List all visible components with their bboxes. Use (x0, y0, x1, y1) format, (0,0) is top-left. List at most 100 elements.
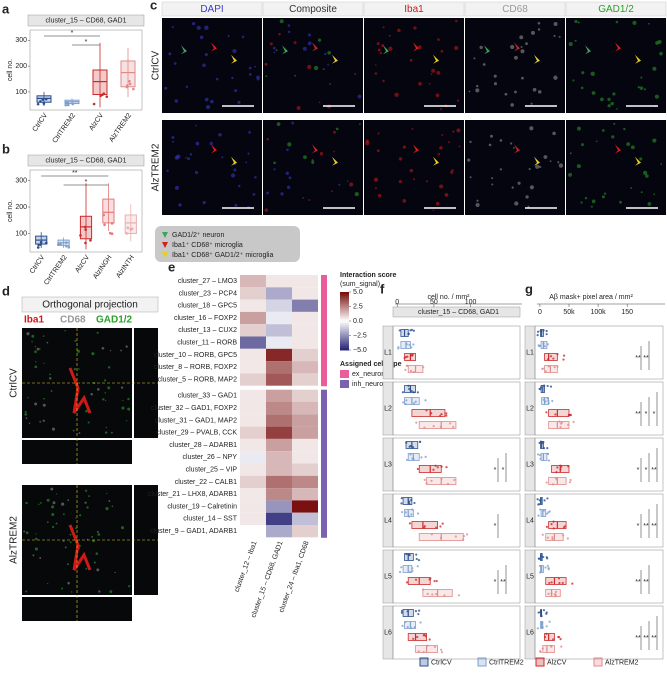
jitter-point (536, 330, 540, 333)
cell-signal (96, 568, 100, 572)
heat-cell (266, 287, 292, 300)
cell-signal (517, 181, 521, 185)
jitter-point (110, 232, 114, 235)
layer-label: L4 (384, 517, 392, 524)
jitter-point (405, 399, 408, 402)
heat-cell (266, 426, 292, 439)
heat-cell (240, 336, 266, 349)
x-tick-label: 100 (465, 299, 477, 306)
channel-header (363, 1, 465, 17)
cell-signal (210, 99, 214, 104)
colorbar-step (340, 324, 349, 328)
jitter-point (545, 329, 548, 333)
cell-signal (47, 521, 49, 523)
cell-signal (377, 132, 380, 135)
cell-type-strip (321, 414, 327, 428)
cell-signal (108, 500, 111, 502)
title-box (392, 306, 521, 318)
jitter-point (538, 345, 541, 348)
cell-signal (248, 130, 251, 134)
cell-signal (273, 51, 276, 54)
jitter-point (432, 468, 435, 471)
significance-label: * (85, 39, 88, 46)
cell-signal (514, 90, 517, 94)
row-label: cluster_23 – PCP4 (179, 290, 237, 297)
cell-signal (600, 97, 604, 102)
colorbar-step (340, 307, 349, 310)
jitter-point (543, 499, 546, 502)
cell-signal (338, 183, 341, 186)
row-label: cluster_31 – GAD1, MAP2 (155, 417, 237, 424)
cell-signal (659, 51, 663, 56)
cell-signal (613, 122, 616, 125)
cell-signal (195, 141, 200, 146)
jitter-point (439, 525, 442, 528)
row-label: cluster_10 – RORB, GPC5 (154, 352, 237, 359)
cell-signal (413, 178, 416, 181)
row-label: cluster_33 – GAD1 (178, 393, 237, 400)
cell-signal (303, 155, 307, 160)
heat-cell (292, 324, 318, 337)
cell-signal (104, 392, 107, 394)
colorbar-step (340, 297, 349, 301)
cell-type-strip (321, 438, 327, 452)
cell-signal (72, 429, 75, 432)
cell-signal (476, 199, 479, 202)
cell-signal (538, 165, 542, 169)
colorbar-step (340, 336, 349, 339)
cell-signal (382, 26, 385, 29)
jitter-point (538, 557, 541, 560)
jitter-point (39, 243, 42, 246)
jitter-point (102, 213, 106, 217)
cell-signal (402, 145, 407, 149)
heat-cell (292, 488, 318, 501)
panel-letter: c (150, 0, 157, 12)
y-tick-label: 200 (15, 63, 27, 70)
legend-label: inh_neurons (352, 381, 391, 388)
cell-signal (69, 533, 72, 536)
heat-cell (240, 299, 266, 312)
jitter-point (559, 638, 562, 641)
cell-signal (482, 63, 486, 66)
arrowhead (181, 45, 187, 55)
heat-cell (292, 311, 318, 325)
cell-signal (528, 167, 531, 171)
jitter-point (571, 582, 574, 585)
colorbar-step (340, 303, 349, 307)
cell-signal (120, 526, 125, 530)
cell-signal (195, 124, 197, 127)
cell-signal (580, 143, 584, 147)
cell-signal (76, 349, 81, 353)
significance-label: ** (635, 411, 641, 418)
cell-signal (227, 34, 230, 38)
cell-signal (437, 153, 440, 156)
cell-signal (510, 142, 513, 145)
cell-signal (409, 58, 413, 62)
jitter-point (544, 566, 547, 569)
cell-signal (43, 362, 45, 364)
cell-signal (87, 421, 90, 424)
cell-signal (639, 157, 643, 161)
row-label: cluster_19 – Calretinin (167, 503, 237, 510)
channel-label: Iba1 (24, 315, 44, 326)
arrowhead (433, 54, 439, 64)
cell-signal (286, 185, 291, 189)
jitter-point (548, 581, 551, 585)
jitter-point (71, 102, 75, 106)
cell-signal (610, 101, 614, 106)
jitter-point (411, 446, 415, 449)
cell-signal (437, 38, 440, 41)
colorbar-step (340, 317, 349, 320)
jitter-point (400, 510, 404, 514)
cell-signal (39, 420, 42, 423)
heat-cell (266, 361, 292, 374)
layer-frame (392, 605, 521, 660)
jitter-point (561, 581, 564, 585)
layer-frame (392, 549, 521, 604)
cell-signal (75, 517, 77, 519)
arrowhead (312, 144, 318, 154)
jitter-point (36, 102, 40, 106)
cell-type-strip (321, 389, 327, 403)
cell-signal (521, 76, 524, 80)
cell-signal (27, 397, 29, 399)
